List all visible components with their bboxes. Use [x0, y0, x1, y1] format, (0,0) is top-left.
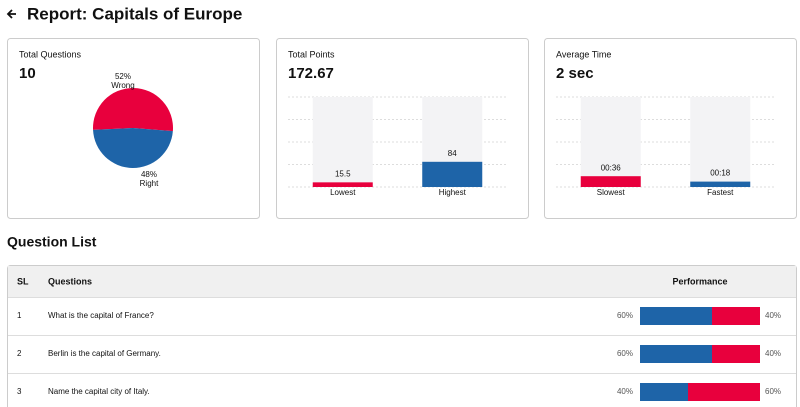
wrong-label: 40%	[765, 311, 781, 320]
bar-value-label: 15.5	[335, 169, 351, 178]
column-header: SL	[17, 276, 29, 286]
x-tick-label: Fastest	[707, 188, 734, 197]
correct-label: 40%	[617, 387, 633, 396]
pie-category-label: Wrong	[111, 81, 134, 90]
row-sl: 2	[17, 349, 22, 358]
bar-track	[580, 97, 641, 187]
x-tick-label: Highest	[439, 188, 467, 197]
bar-value-label: 00:18	[710, 169, 731, 178]
correct-bar	[640, 345, 712, 363]
section-title: Question List	[7, 234, 97, 250]
card-value: 10	[19, 65, 36, 82]
column-header: Questions	[48, 276, 92, 286]
wrong-bar	[688, 383, 760, 401]
bar	[690, 181, 751, 187]
correct-bar	[640, 307, 712, 325]
bar	[580, 176, 641, 187]
card-value: 2 sec	[556, 65, 594, 82]
bar-value-label: 84	[448, 149, 457, 158]
wrong-label: 60%	[765, 387, 781, 396]
table-header	[8, 266, 796, 297]
bar-value-label: 00:36	[601, 163, 622, 172]
back-arrow[interactable]	[6, 9, 16, 19]
bar	[422, 161, 483, 187]
table	[7, 265, 797, 407]
pie-value-label: 52%	[115, 72, 131, 81]
page-title: Report: Capitals of Europe	[27, 4, 242, 23]
row-question: What is the capital of France?	[48, 311, 154, 320]
pie-category-label: Right	[140, 179, 159, 188]
correct-bar	[640, 383, 688, 401]
wrong-bar	[712, 307, 760, 325]
pie-value-label: 48%	[141, 170, 157, 179]
card-label: Total Questions	[19, 49, 82, 59]
row-question: Berlin is the capital of Germany.	[48, 349, 161, 358]
bar	[312, 182, 373, 187]
card-value: 172.67	[288, 65, 334, 82]
bar-track	[312, 97, 373, 187]
row-sl: 3	[17, 387, 22, 396]
x-tick-label: Lowest	[330, 188, 356, 197]
row-sl: 1	[17, 311, 22, 320]
pie-slice	[93, 128, 173, 169]
card-label: Total Points	[288, 49, 335, 59]
column-header: Performance	[672, 276, 727, 286]
pie-slice	[93, 88, 173, 132]
x-tick-label: Slowest	[597, 188, 626, 197]
correct-label: 60%	[617, 349, 633, 358]
bar-track	[690, 97, 751, 187]
card-label: Average Time	[556, 49, 611, 59]
wrong-label: 40%	[765, 349, 781, 358]
wrong-bar	[712, 345, 760, 363]
row-question: Name the capital city of Italy.	[48, 387, 150, 396]
correct-label: 60%	[617, 311, 633, 320]
